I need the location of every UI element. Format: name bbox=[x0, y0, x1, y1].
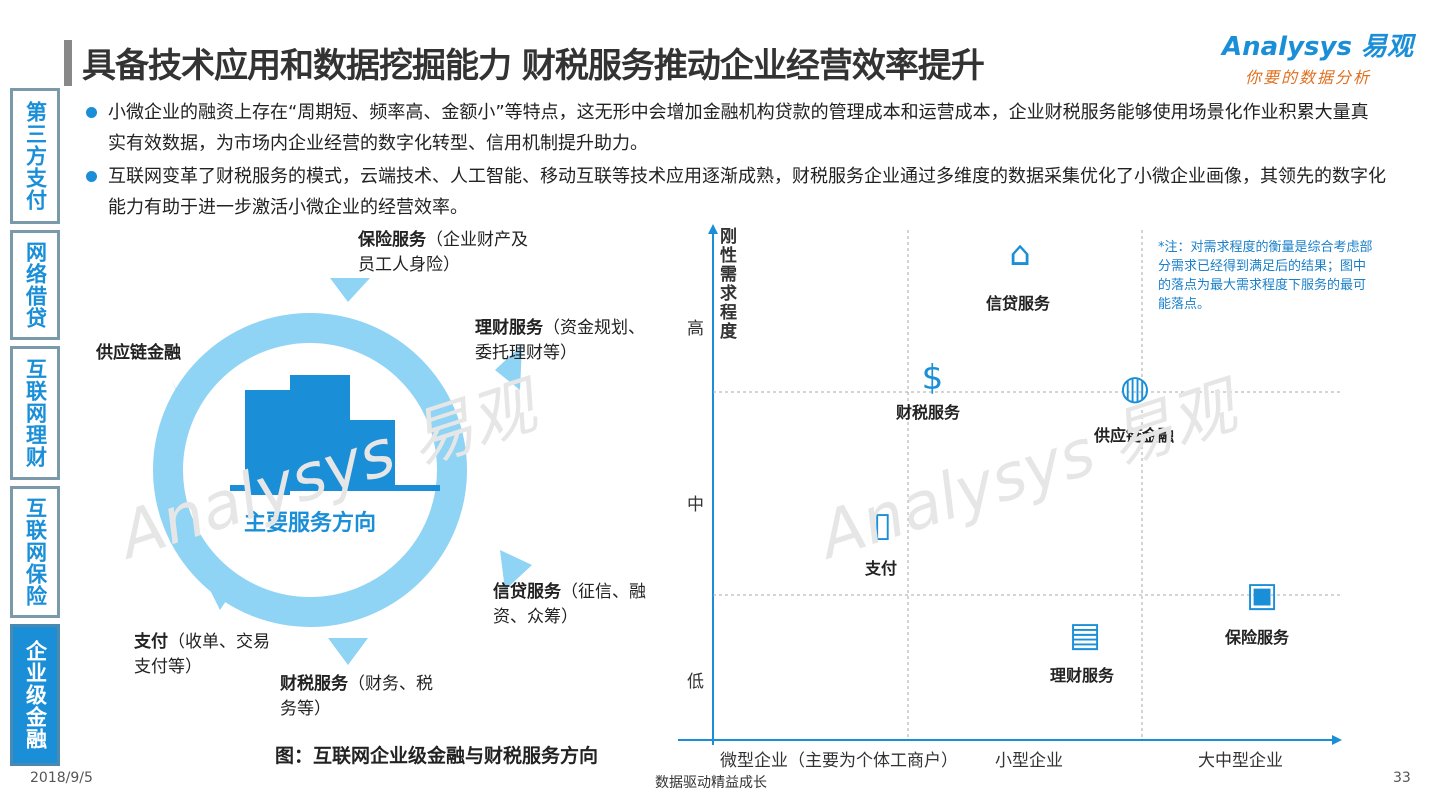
x-tick-large: 大中型企业 bbox=[1198, 751, 1283, 771]
point-label-supply-chain: 供应链金融 bbox=[1094, 426, 1175, 445]
y-tick-low: 低 bbox=[687, 672, 704, 692]
ring-arrows bbox=[172, 278, 532, 665]
footer-slogan: 数据驱动精益成长 bbox=[655, 775, 767, 791]
sidebar-tab-internet-insurance[interactable]: 互联网保险 bbox=[10, 486, 60, 618]
logo-slogan: 你要的数据分析 bbox=[1245, 68, 1372, 87]
footer-date: 2018/9/5 bbox=[30, 770, 93, 786]
point-label-wealth: 理财服务 bbox=[1050, 666, 1115, 685]
service-ring-diagram: 主要服务方向 bbox=[153, 278, 532, 665]
sidebar-tab-online-lending[interactable]: 网络借贷 bbox=[10, 230, 60, 340]
money-bag-icon: $ bbox=[921, 358, 944, 398]
house-hand-icon: ⌂ bbox=[1009, 234, 1031, 274]
point-label-insurance: 保险服务 bbox=[1225, 628, 1290, 647]
point-label-credit: 信贷服务 bbox=[986, 294, 1051, 313]
demand-positioning-chart bbox=[678, 224, 1342, 745]
chart-note: *注：对需求程度的衡量是综合考虑部分需求已经得到满足后的结果；图中的落点为最大需… bbox=[1158, 240, 1373, 312]
grid-lines bbox=[713, 230, 1340, 740]
point-label-tax: 财税服务 bbox=[896, 403, 961, 422]
service-label-payment: 支付（收单、交易支付等） bbox=[134, 632, 270, 677]
service-label-wealth: 理财服务（资金规划、委托理财等） bbox=[475, 318, 645, 363]
globe-arrow-icon: ◍ bbox=[1120, 368, 1150, 408]
y-tick-high: 高 bbox=[687, 319, 704, 339]
x-tick-micro: 微型企业（主要为个体工商户） bbox=[720, 751, 958, 771]
center-label: 主要服务方向 bbox=[244, 510, 376, 536]
sidebar-tab-enterprise-finance[interactable]: 企业级金融 bbox=[10, 624, 60, 766]
cash-stack-icon: ▤ bbox=[1068, 615, 1102, 655]
service-label-tax: 财税服务（财务、税务等） bbox=[280, 674, 433, 719]
sidebar-tab-internet-wealth[interactable]: 互联网理财 bbox=[10, 346, 60, 480]
service-ring bbox=[153, 313, 467, 627]
mobile-card-icon: ▯ bbox=[873, 505, 892, 545]
service-label-credit: 信贷服务（征信、融资、众筹） bbox=[493, 582, 646, 627]
point-label-payment: 支付 bbox=[865, 559, 898, 578]
page-number: 33 bbox=[1393, 770, 1411, 786]
figure-caption: 图：互联网企业级金融与财税服务方向 bbox=[275, 745, 599, 767]
x-tick-small: 小型企业 bbox=[995, 751, 1063, 771]
y-axis-label: 刚性需求程度 bbox=[720, 227, 737, 342]
bullet-text: 小微企业的融资上存在“周期短、频率高、金额小”等特点，这无形中会增加金融机构贷款… bbox=[86, 97, 1386, 159]
page-title: 具备技术应用和数据挖掘能力 财税服务推动企业经营效率提升 bbox=[82, 46, 985, 86]
title-accent-bar bbox=[64, 40, 72, 86]
service-label-supply-chain: 供应链金融 bbox=[96, 343, 181, 363]
box-shield-icon: ▣ bbox=[1245, 575, 1279, 615]
sidebar-tab-third-party-payment[interactable]: 第三方支付 bbox=[10, 88, 60, 224]
y-tick-mid: 中 bbox=[687, 495, 704, 515]
bullet-text: 互联网变革了财税服务的模式，云端技术、人工智能、移动互联等技术应用逐渐成熟，财税… bbox=[86, 161, 1386, 223]
service-label-insurance: 保险服务（企业财产及员工人身险） bbox=[358, 230, 528, 275]
buildings-icon bbox=[230, 375, 440, 495]
logo: Analysys 易观 bbox=[1222, 32, 1413, 62]
